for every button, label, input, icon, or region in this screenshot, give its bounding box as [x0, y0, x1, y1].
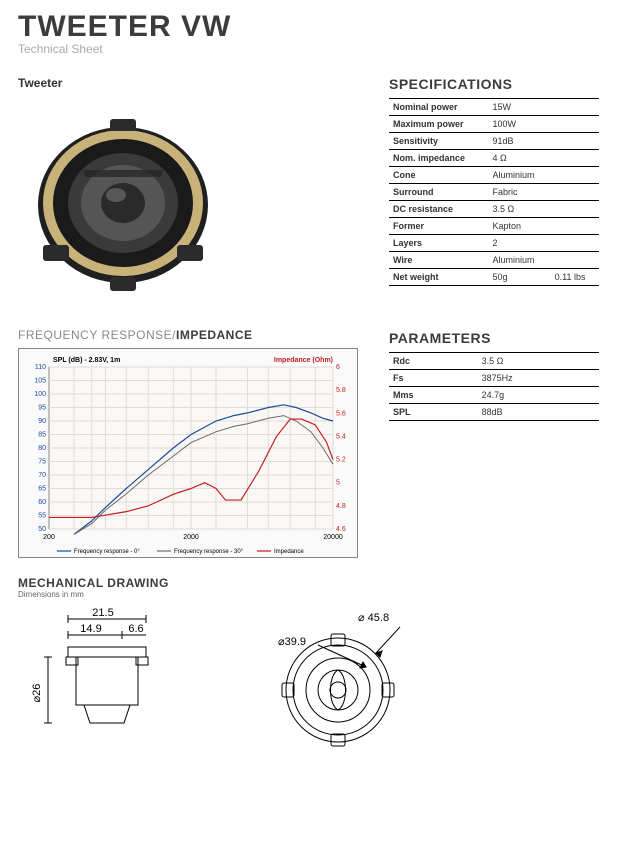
svg-text:Impedance: Impedance [274, 549, 304, 555]
svg-text:80: 80 [38, 445, 46, 452]
mech-drawings: 21.5 14.9 6.6 ⌀26 ⌀ 45.8 ⌀39.9 [18, 605, 599, 755]
svg-text:5.4: 5.4 [336, 433, 346, 440]
spec-row: Layers2 [389, 235, 599, 252]
mech-heading: MECHANICAL DRAWING [18, 576, 599, 590]
spec-row: Net weight50g0.11 lbs [389, 269, 599, 286]
svg-text:5.6: 5.6 [336, 410, 346, 417]
freq-heading: FREQUENCY RESPONSE/IMPEDANCE [18, 328, 359, 342]
svg-text:85: 85 [38, 432, 46, 439]
svg-text:65: 65 [38, 486, 46, 493]
svg-text:5: 5 [336, 480, 340, 487]
dim-front-inner: ⌀39.9 [278, 636, 306, 648]
svg-text:100: 100 [34, 391, 46, 398]
specs-table: Nominal power15WMaximum power100WSensiti… [389, 98, 599, 286]
mech-sub: Dimensions in mm [18, 590, 599, 599]
svg-text:SPL (dB) - 2.83V, 1m: SPL (dB) - 2.83V, 1m [53, 357, 120, 364]
dim-outer: 21.5 [92, 607, 113, 619]
svg-text:20000: 20000 [323, 534, 343, 541]
svg-text:2000: 2000 [183, 534, 199, 541]
spec-row: Nominal power15W [389, 99, 599, 116]
params-table: Rdc3.5 ΩFs3875HzMms24.7gSPL88dB [389, 352, 599, 421]
spec-row: FormerKapton [389, 218, 599, 235]
freq-heading-pre: FREQUENCY RESPONSE/ [18, 328, 176, 342]
svg-text:70: 70 [38, 472, 46, 479]
param-row: Mms24.7g [389, 387, 599, 404]
mech-side-view: 21.5 14.9 6.6 ⌀26 [18, 605, 188, 755]
svg-text:5.2: 5.2 [336, 457, 346, 464]
svg-text:55: 55 [38, 513, 46, 520]
svg-text:4.8: 4.8 [336, 503, 346, 510]
svg-text:5.8: 5.8 [336, 387, 346, 394]
spec-row: Nom. impedance4 Ω [389, 150, 599, 167]
svg-text:Frequency response - 0°: Frequency response - 0° [74, 549, 140, 555]
svg-text:90: 90 [38, 418, 46, 425]
page-subtitle: Technical Sheet [18, 42, 599, 56]
spec-row: SurroundFabric [389, 184, 599, 201]
product-label: Tweeter [18, 76, 359, 90]
dim-lip: 6.6 [128, 623, 143, 635]
svg-text:105: 105 [34, 378, 46, 385]
freq-heading-bold: IMPEDANCE [176, 328, 253, 342]
param-row: SPL88dB [389, 404, 599, 421]
specs-heading: SPECIFICATIONS [389, 76, 599, 92]
spec-row: WireAluminium [389, 252, 599, 269]
dim-front-outer: ⌀ 45.8 [358, 612, 389, 624]
svg-text:95: 95 [38, 405, 46, 412]
mech-front-view: ⌀ 45.8 ⌀39.9 [228, 605, 428, 755]
freq-chart: 50 55 60 65 70 75 80 85 90 95 100 105 110 4.6 4.8 5 5.2 5… [18, 348, 358, 558]
product-image [18, 100, 228, 300]
param-row: Rdc3.5 Ω [389, 353, 599, 370]
spec-row: DC resistance3.5 Ω [389, 201, 599, 218]
svg-text:50: 50 [38, 526, 46, 533]
svg-text:4.6: 4.6 [336, 526, 346, 533]
svg-text:75: 75 [38, 459, 46, 466]
dim-diam: ⌀26 [31, 684, 43, 703]
svg-text:Frequency response - 30°: Frequency response - 30° [174, 549, 244, 555]
spec-row: Maximum power100W [389, 116, 599, 133]
param-row: Fs3875Hz [389, 370, 599, 387]
dim-inner: 14.9 [80, 623, 101, 635]
params-heading: PARAMETERS [389, 330, 599, 346]
svg-text:60: 60 [38, 499, 46, 506]
page-title: TWEETER VW [18, 10, 599, 44]
svg-text:Impedance (Ohm): Impedance (Ohm) [274, 357, 333, 364]
svg-text:110: 110 [35, 364, 46, 371]
svg-text:6: 6 [336, 364, 340, 371]
spec-row: Sensitivity91dB [389, 133, 599, 150]
svg-text:200: 200 [43, 534, 55, 541]
spec-row: ConeAluminium [389, 167, 599, 184]
